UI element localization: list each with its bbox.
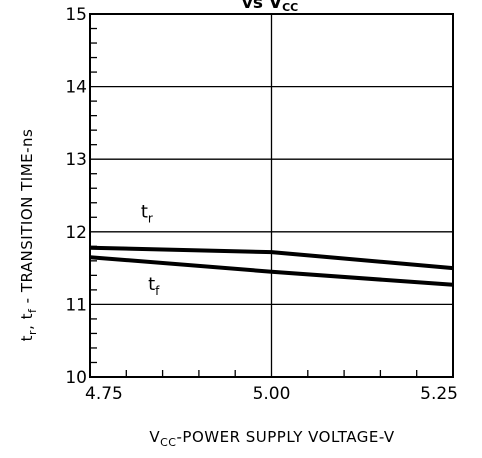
- series-label-t-r: tr: [141, 201, 153, 225]
- y-tick-label: 11: [65, 295, 87, 315]
- x-tick-label: 5.25: [420, 384, 458, 404]
- series-layer: [89, 245, 454, 287]
- y-tick-label: 12: [65, 223, 87, 243]
- y-tick-label: 15: [65, 5, 87, 25]
- plot-frame: [89, 13, 454, 378]
- grid: [90, 14, 453, 377]
- series-line-t-r: [89, 245, 454, 271]
- y-axis-label: tr, tf - TRANSITION TIME-ns: [18, 129, 39, 342]
- series-labels: tr tf: [141, 201, 160, 298]
- minor-ticks: [90, 27, 418, 377]
- x-axis-label: VCC-POWER SUPPLY VOLTAGE-V: [149, 428, 395, 449]
- x-tick-label: 4.75: [85, 384, 123, 404]
- series-line-t-f: [89, 255, 454, 287]
- tick-labels: 10 11 12 13 14 15 4.75 5.00 5.25: [65, 5, 458, 404]
- y-tick-label: 10: [65, 368, 87, 388]
- y-tick-label: 14: [65, 78, 87, 98]
- y-tick-label: 13: [65, 150, 87, 170]
- chart-title: vs VCC: [242, 0, 298, 14]
- series-label-t-f: tf: [148, 274, 160, 298]
- x-tick-label: 5.00: [253, 384, 291, 404]
